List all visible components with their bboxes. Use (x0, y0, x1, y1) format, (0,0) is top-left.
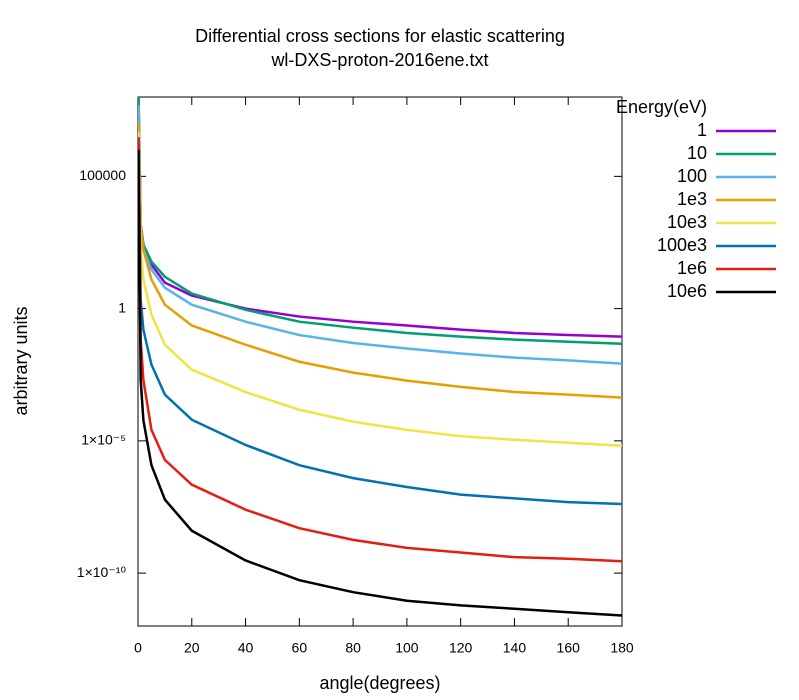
y-tick-label: 1 (118, 299, 126, 315)
legend-label: 10e3 (667, 212, 707, 232)
legend-label: 100 (677, 166, 707, 186)
legend-label: 10e6 (667, 281, 707, 301)
plot-frame (137, 96, 623, 627)
series-line (138, 149, 622, 617)
legend-label: 1 (697, 120, 707, 140)
series-line (138, 137, 622, 563)
x-tick-label: 40 (238, 640, 254, 656)
x-tick-label: 140 (503, 640, 527, 656)
series-line (138, 123, 622, 399)
series-line (138, 97, 622, 345)
legend-label: 100e3 (657, 235, 707, 255)
series-line (138, 97, 622, 338)
series-line (138, 137, 622, 506)
legend-title: Energy(eV) (616, 97, 707, 117)
legend-label: 1e6 (677, 258, 707, 278)
legend-label: 1e3 (677, 189, 707, 209)
x-tick-label: 180 (610, 640, 634, 656)
y-tick-label: 100000 (79, 167, 126, 183)
x-tick-label: 80 (345, 640, 361, 656)
chart-title: Differential cross sections for elastic … (195, 26, 565, 46)
series-line (138, 131, 622, 448)
x-tick-label: 120 (449, 640, 473, 656)
chart-subtitle: wl-DXS-proton-2016ene.txt (270, 50, 488, 70)
y-axis-label: arbitrary units (11, 306, 31, 415)
y-tick-label: 1×10⁻⁵ (81, 432, 126, 448)
y-tick-label: 1×10⁻¹⁰ (77, 564, 127, 580)
x-tick-label: 0 (134, 640, 142, 656)
legend-label: 10 (687, 143, 707, 163)
x-tick-label: 60 (292, 640, 308, 656)
plot-lines (138, 97, 622, 617)
x-tick-label: 20 (184, 640, 200, 656)
x-axis-label: angle(degrees) (319, 673, 440, 693)
x-tick-label: 160 (557, 640, 581, 656)
x-tick-label: 100 (395, 640, 419, 656)
